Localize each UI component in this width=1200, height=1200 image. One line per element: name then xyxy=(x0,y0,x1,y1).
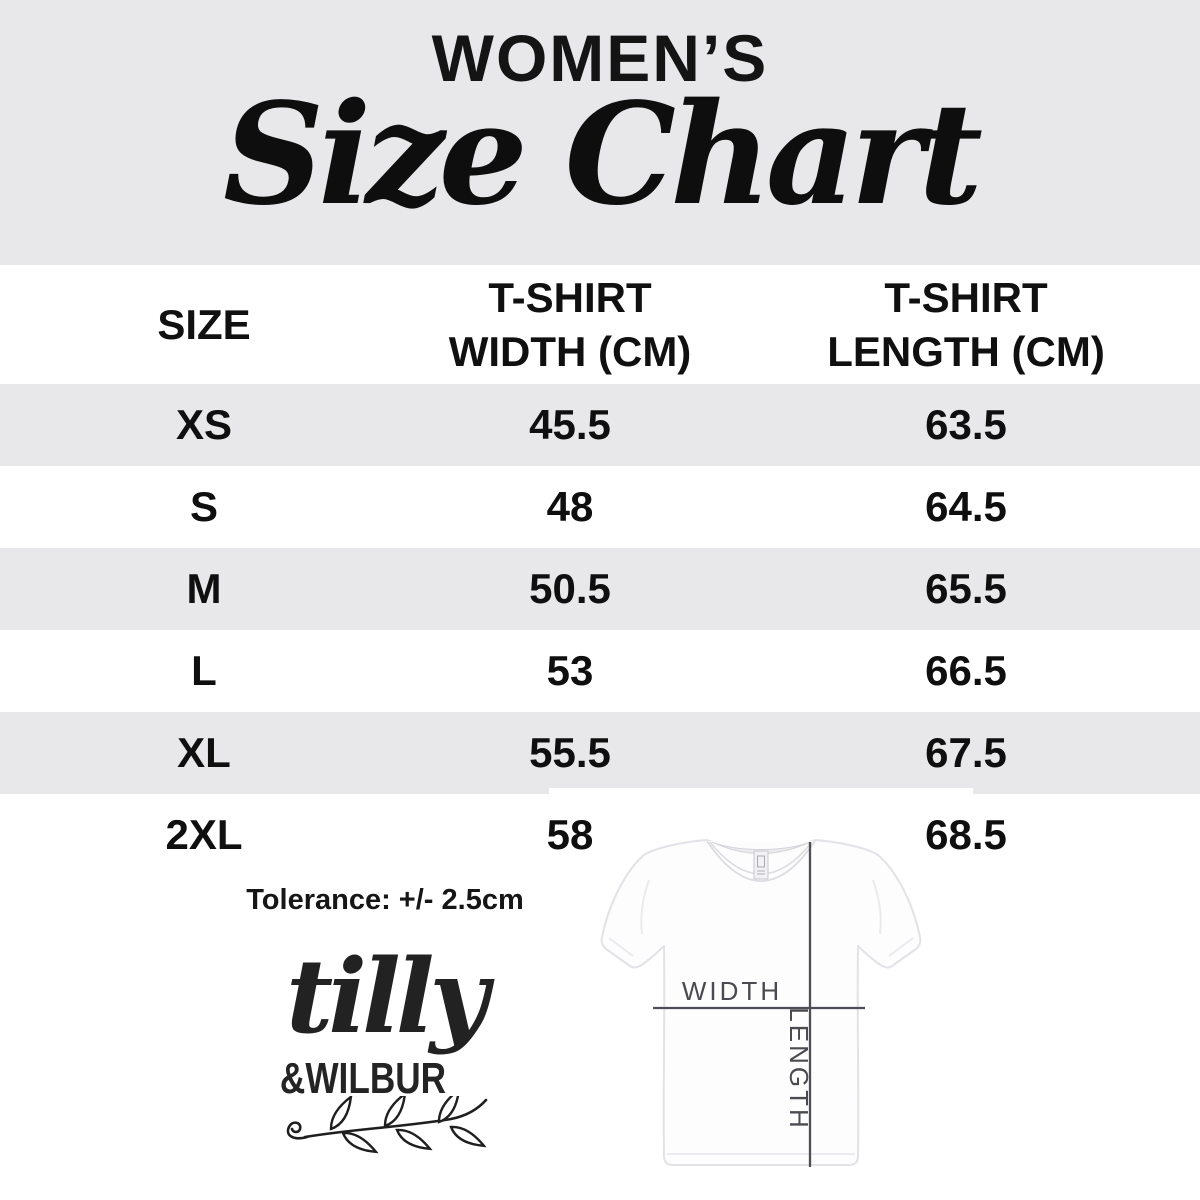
header-womens: WOMEN’S xyxy=(431,21,769,95)
laurel-branch-icon xyxy=(286,1096,488,1154)
table-row-l: L 53 66.5 xyxy=(0,630,1200,712)
length-label: LENGTH xyxy=(784,1007,814,1130)
tshirt-body xyxy=(600,839,922,1166)
table-row-xs: XS 45.5 63.5 xyxy=(0,384,1200,466)
width-cell: 48 xyxy=(546,483,594,530)
length-cell: 64.5 xyxy=(925,483,1007,530)
length-cell: 63.5 xyxy=(925,401,1007,448)
length-cell: 65.5 xyxy=(925,565,1007,612)
brand-name-caps: &WILBUR xyxy=(279,1054,447,1103)
size-cell: L xyxy=(191,647,217,694)
page-title: Size Chart xyxy=(223,72,983,237)
table-row-2xl: 2XL 58 68.5 xyxy=(0,794,1200,876)
size-cell: XS xyxy=(175,401,233,448)
tshirt-illustration: WIDTH LENGTH xyxy=(600,839,922,1167)
width-cell: 50.5 xyxy=(529,565,611,612)
size-cell: S xyxy=(189,483,218,530)
length-cell: 68.5 xyxy=(925,811,1007,858)
table-row-m: M 50.5 65.5 xyxy=(0,548,1200,630)
brand-logo: tilly &WILBUR xyxy=(250,946,520,1104)
length-cell: 66.5 xyxy=(925,647,1007,694)
size-cell: XL xyxy=(177,729,231,776)
tolerance-note: Tolerance: +/- 2.5cm xyxy=(246,884,524,916)
size-cell: 2XL xyxy=(165,811,243,858)
seam-lines xyxy=(608,879,914,1155)
table-row-s: S 48 64.5 xyxy=(0,466,1200,548)
tshirt-photo: WIDTH LENGTH xyxy=(549,788,973,1200)
header-band: WOMEN’S Size Chart xyxy=(0,0,1200,265)
width-cell: 53 xyxy=(546,647,594,694)
brand-name-script: tilly xyxy=(286,937,489,1057)
column-header-width: T-SHIRT WIDTH (CM) xyxy=(448,273,692,375)
width-cell: 58 xyxy=(546,811,594,858)
column-header-length: T-SHIRT LENGTH (CM) xyxy=(827,273,1105,375)
neck-tag xyxy=(753,850,769,880)
width-cell: 45.5 xyxy=(529,401,611,448)
width-label: WIDTH xyxy=(682,976,782,1006)
size-cell: M xyxy=(186,565,222,612)
column-header-size: SIZE xyxy=(157,300,251,348)
length-cell: 67.5 xyxy=(925,729,1007,776)
table-row-xl: XL 55.5 67.5 xyxy=(0,712,1200,794)
width-cell: 55.5 xyxy=(529,729,611,776)
table-header-row: SIZE T-SHIRT WIDTH (CM) T-SHIRT LENGTH (… xyxy=(0,265,1200,384)
